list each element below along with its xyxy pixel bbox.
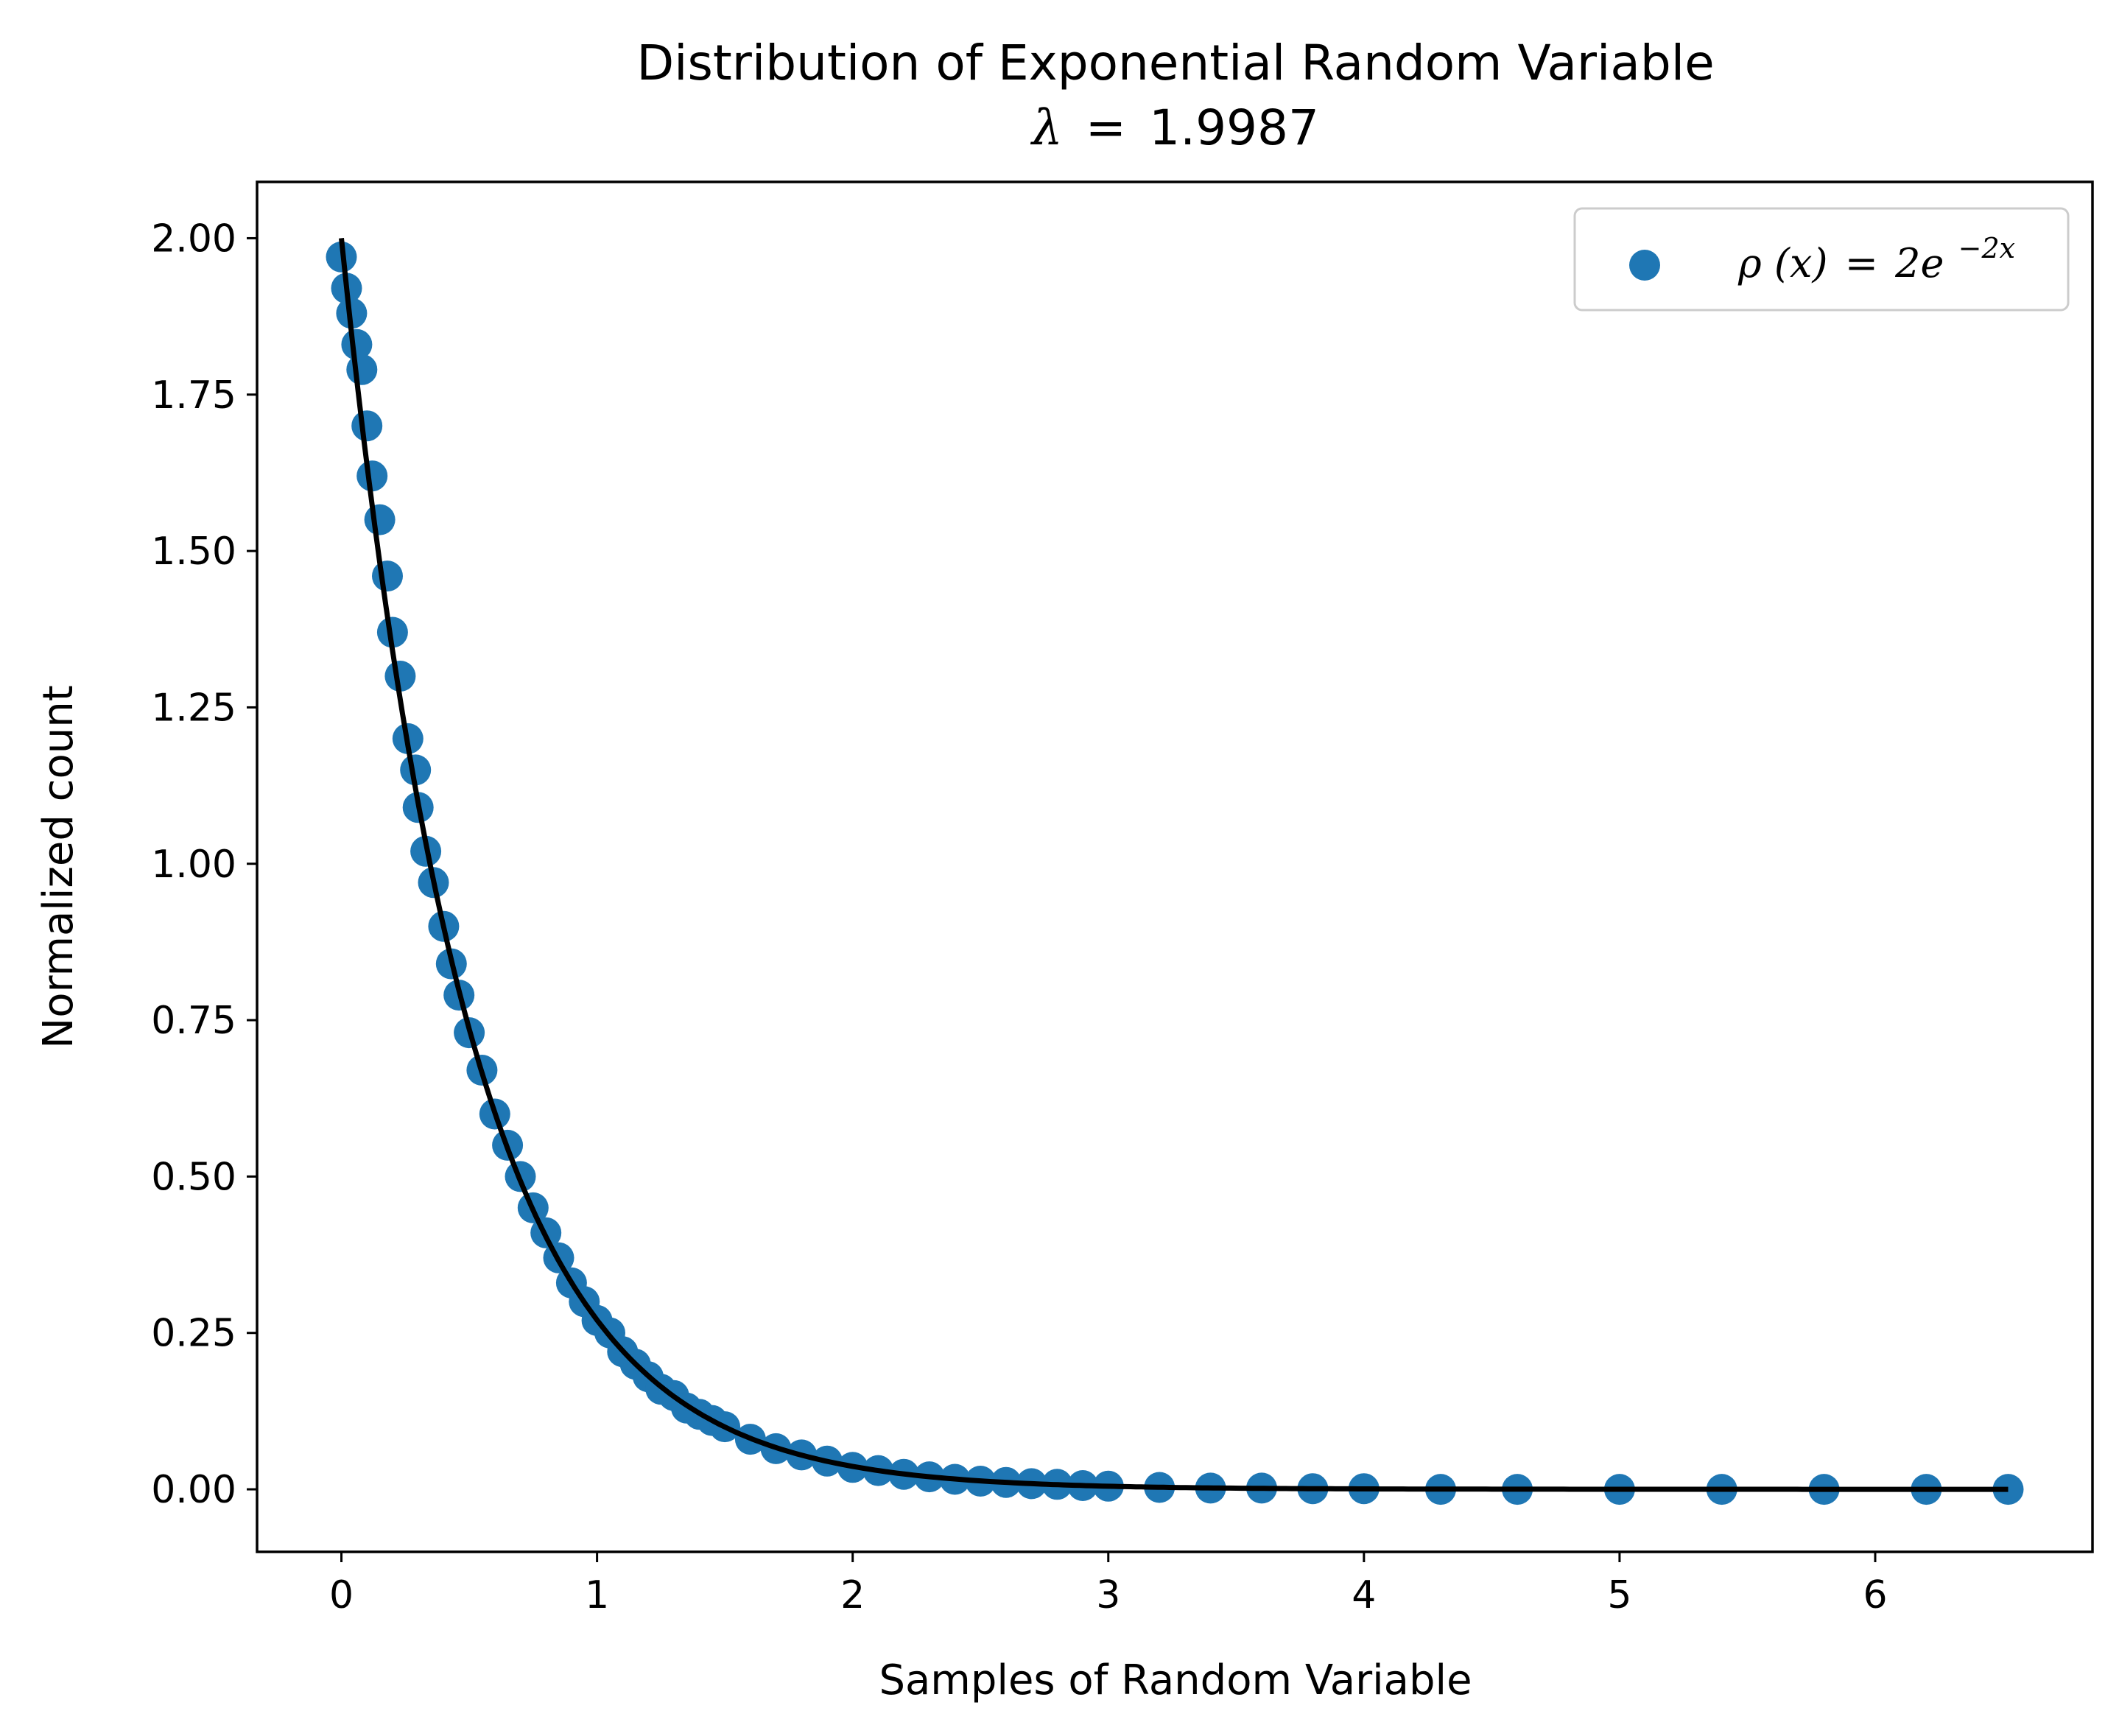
x-axis: 0 1 2 3 4 5 6 — [329, 1552, 1888, 1617]
y-axis: 0.00 0.25 0.50 0.75 1.00 1.25 1.50 1.75 2.00 — [151, 217, 257, 1512]
legend-arg: (x) — [1774, 240, 1828, 287]
x-tick-label: 6 — [1863, 1573, 1887, 1617]
chart-title: Distribution of Exponential Random Varia… — [636, 35, 1714, 91]
y-tick-label: 0.25 — [151, 1312, 236, 1356]
x-tick-label: 4 — [1352, 1573, 1376, 1617]
scatter-point — [376, 616, 408, 648]
fit-curve-line — [339, 238, 2009, 1492]
legend: ρ (x) = 2e −2x — [1573, 207, 2070, 312]
y-tick-label: 1.50 — [151, 530, 236, 574]
legend-coef: 2e — [1894, 240, 1944, 287]
y-tick-label: 2.00 — [151, 217, 236, 261]
plot-frame — [256, 180, 2094, 1553]
chart-subtitle: λ = 1.9987 — [1030, 99, 1319, 156]
legend-box — [1573, 207, 2070, 312]
scatter-point — [356, 460, 388, 492]
x-axis-label: Samples of Random Variable — [879, 1656, 1472, 1704]
x-tick-label: 3 — [1096, 1573, 1120, 1617]
scatter-point — [346, 354, 378, 385]
x-tick-label: 1 — [585, 1573, 609, 1617]
y-tick-label: 0.75 — [151, 999, 236, 1043]
y-tick-label: 0.00 — [151, 1468, 236, 1512]
scatter-point — [351, 410, 383, 442]
y-axis-label: Normalized count — [35, 685, 82, 1048]
legend-marker — [1629, 250, 1660, 281]
x-tick-label: 2 — [840, 1573, 865, 1617]
scatter-point — [364, 504, 396, 535]
y-tick-label: 1.00 — [151, 843, 236, 887]
scatter-point — [400, 754, 432, 786]
legend-exponent: −2x — [1958, 232, 2015, 264]
x-tick-label: 5 — [1607, 1573, 1631, 1617]
subtitle-value: 1.9987 — [1149, 99, 1319, 156]
y-tick-label: 0.50 — [151, 1155, 236, 1199]
subtitle-equals: = — [1086, 99, 1126, 156]
legend-rho: ρ — [1737, 240, 1762, 287]
legend-label: ρ (x) = 2e −2x — [1737, 232, 2015, 287]
legend-equals: = — [1845, 240, 1878, 287]
scatter-point — [372, 560, 403, 592]
subtitle-symbol: λ — [1030, 99, 1063, 156]
y-tick-label: 1.25 — [151, 686, 236, 730]
scatter-point — [384, 661, 416, 692]
x-tick-label: 0 — [329, 1573, 354, 1617]
scatter-point — [341, 328, 373, 360]
y-tick-label: 1.75 — [151, 373, 236, 418]
